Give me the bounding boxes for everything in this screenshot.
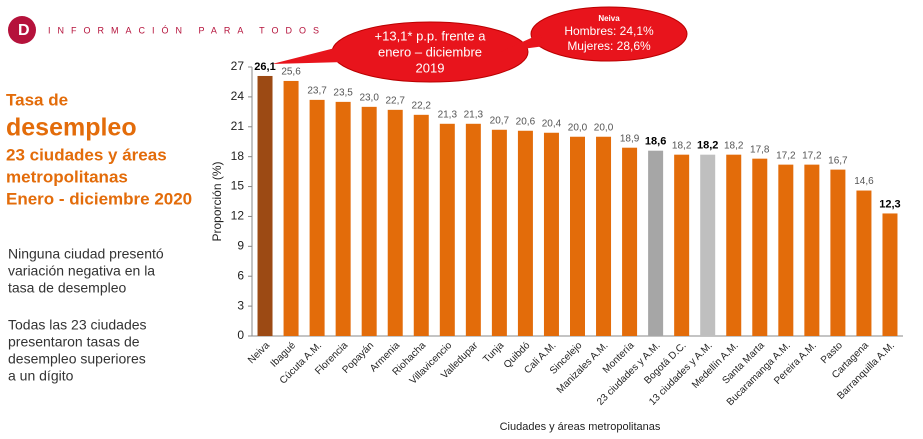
value-label: 20,6: [516, 116, 536, 127]
y-tick-label: 21: [231, 119, 245, 133]
logo: [8, 16, 36, 44]
bar: [882, 213, 898, 336]
y-tick-label: 27: [231, 59, 245, 73]
note: Ninguna ciudad presentó: [8, 246, 164, 262]
callout-text: Mujeres: 28,6%: [567, 39, 651, 53]
value-label: 14,6: [854, 176, 874, 187]
value-label: 23,0: [359, 92, 379, 103]
callout-text: enero – diciembre: [378, 44, 482, 59]
bar: [570, 136, 585, 336]
bar: [700, 154, 716, 336]
value-label: 18,2: [672, 140, 692, 151]
value-label: 16,7: [828, 155, 848, 166]
value-label: 22,7: [385, 95, 405, 106]
value-label: 20,0: [568, 122, 588, 133]
note: a un dígito: [8, 368, 74, 384]
bar: [726, 154, 742, 336]
bar: [778, 164, 794, 336]
side-title: desempleo: [6, 114, 137, 142]
y-tick-label: 0: [237, 328, 244, 342]
value-label: 25,6: [281, 67, 301, 78]
value-label: 21,3: [464, 109, 484, 120]
callout-pointer: [500, 34, 545, 52]
x-axis-label: Ciudades y áreas metropolitanas: [500, 421, 661, 433]
callout-pointer: [272, 48, 345, 64]
y-tick-label: 24: [231, 89, 245, 103]
callout-text: +13,1* p.p. frente a: [375, 28, 487, 43]
value-label: 23,7: [307, 86, 327, 97]
y-tick-label: 3: [237, 298, 244, 312]
callout-text: Hombres: 24,1%: [564, 24, 654, 38]
value-label: 18,2: [697, 140, 718, 152]
value-label: 20,7: [490, 115, 510, 126]
callout-bubble: [530, 6, 688, 62]
value-label: 17,2: [802, 150, 822, 161]
bar: [830, 169, 846, 336]
bar: [413, 114, 429, 336]
bar: [387, 109, 403, 336]
note: variación negativa en la: [8, 263, 155, 279]
bar: [648, 150, 664, 336]
value-label: 20,4: [542, 118, 562, 129]
brand: INFORMACIÓN PARA TODOS: [48, 25, 326, 35]
y-tick-label: 15: [231, 179, 245, 193]
value-label: 18,2: [724, 140, 744, 151]
bar: [257, 75, 273, 336]
side-title: Enero - diciembre 2020: [6, 189, 192, 208]
bar: [335, 101, 351, 337]
y-tick-label: 12: [231, 209, 245, 223]
callout-title: Neiva: [598, 14, 620, 23]
value-label: 22,2: [412, 100, 432, 111]
value-label: 17,8: [750, 144, 770, 155]
note: Todas las 23 ciudades: [8, 317, 147, 333]
value-label: 26,1: [254, 61, 275, 73]
value-label: 18,9: [620, 133, 640, 144]
bar: [804, 164, 820, 336]
bar: [309, 99, 325, 336]
bar: [361, 106, 377, 336]
bar: [283, 80, 299, 336]
y-tick-label: 6: [237, 268, 244, 282]
y-tick-label: 18: [231, 149, 245, 163]
side-title: Tasa de: [6, 90, 68, 109]
value-label: 21,3: [438, 109, 458, 120]
value-label: 18,6: [645, 136, 666, 148]
bar: [622, 147, 638, 336]
bar: [465, 123, 481, 337]
bar: [439, 123, 455, 337]
bar: [752, 158, 768, 336]
note: presentaron tasas de: [8, 334, 140, 350]
note: tasa de desempleo: [8, 280, 127, 296]
bar: [674, 154, 690, 336]
value-label: 12,3: [879, 198, 900, 210]
y-tick-label: 9: [237, 239, 244, 253]
callout-text: 2019: [416, 60, 445, 75]
value-label: 23,5: [333, 88, 353, 99]
bar: [596, 136, 612, 336]
bar: [856, 190, 872, 336]
note: desempleo superiores: [8, 351, 146, 367]
side-title: metropolitanas: [6, 167, 128, 186]
side-title: 23 ciudades y áreas: [6, 145, 167, 164]
y-axis-label: Proporción (%): [210, 161, 224, 241]
bar: [491, 129, 507, 336]
logo-letter: D: [18, 22, 30, 39]
bar: [517, 130, 533, 336]
bar: [543, 132, 559, 336]
value-label: 20,0: [594, 122, 614, 133]
value-label: 17,2: [776, 150, 796, 161]
